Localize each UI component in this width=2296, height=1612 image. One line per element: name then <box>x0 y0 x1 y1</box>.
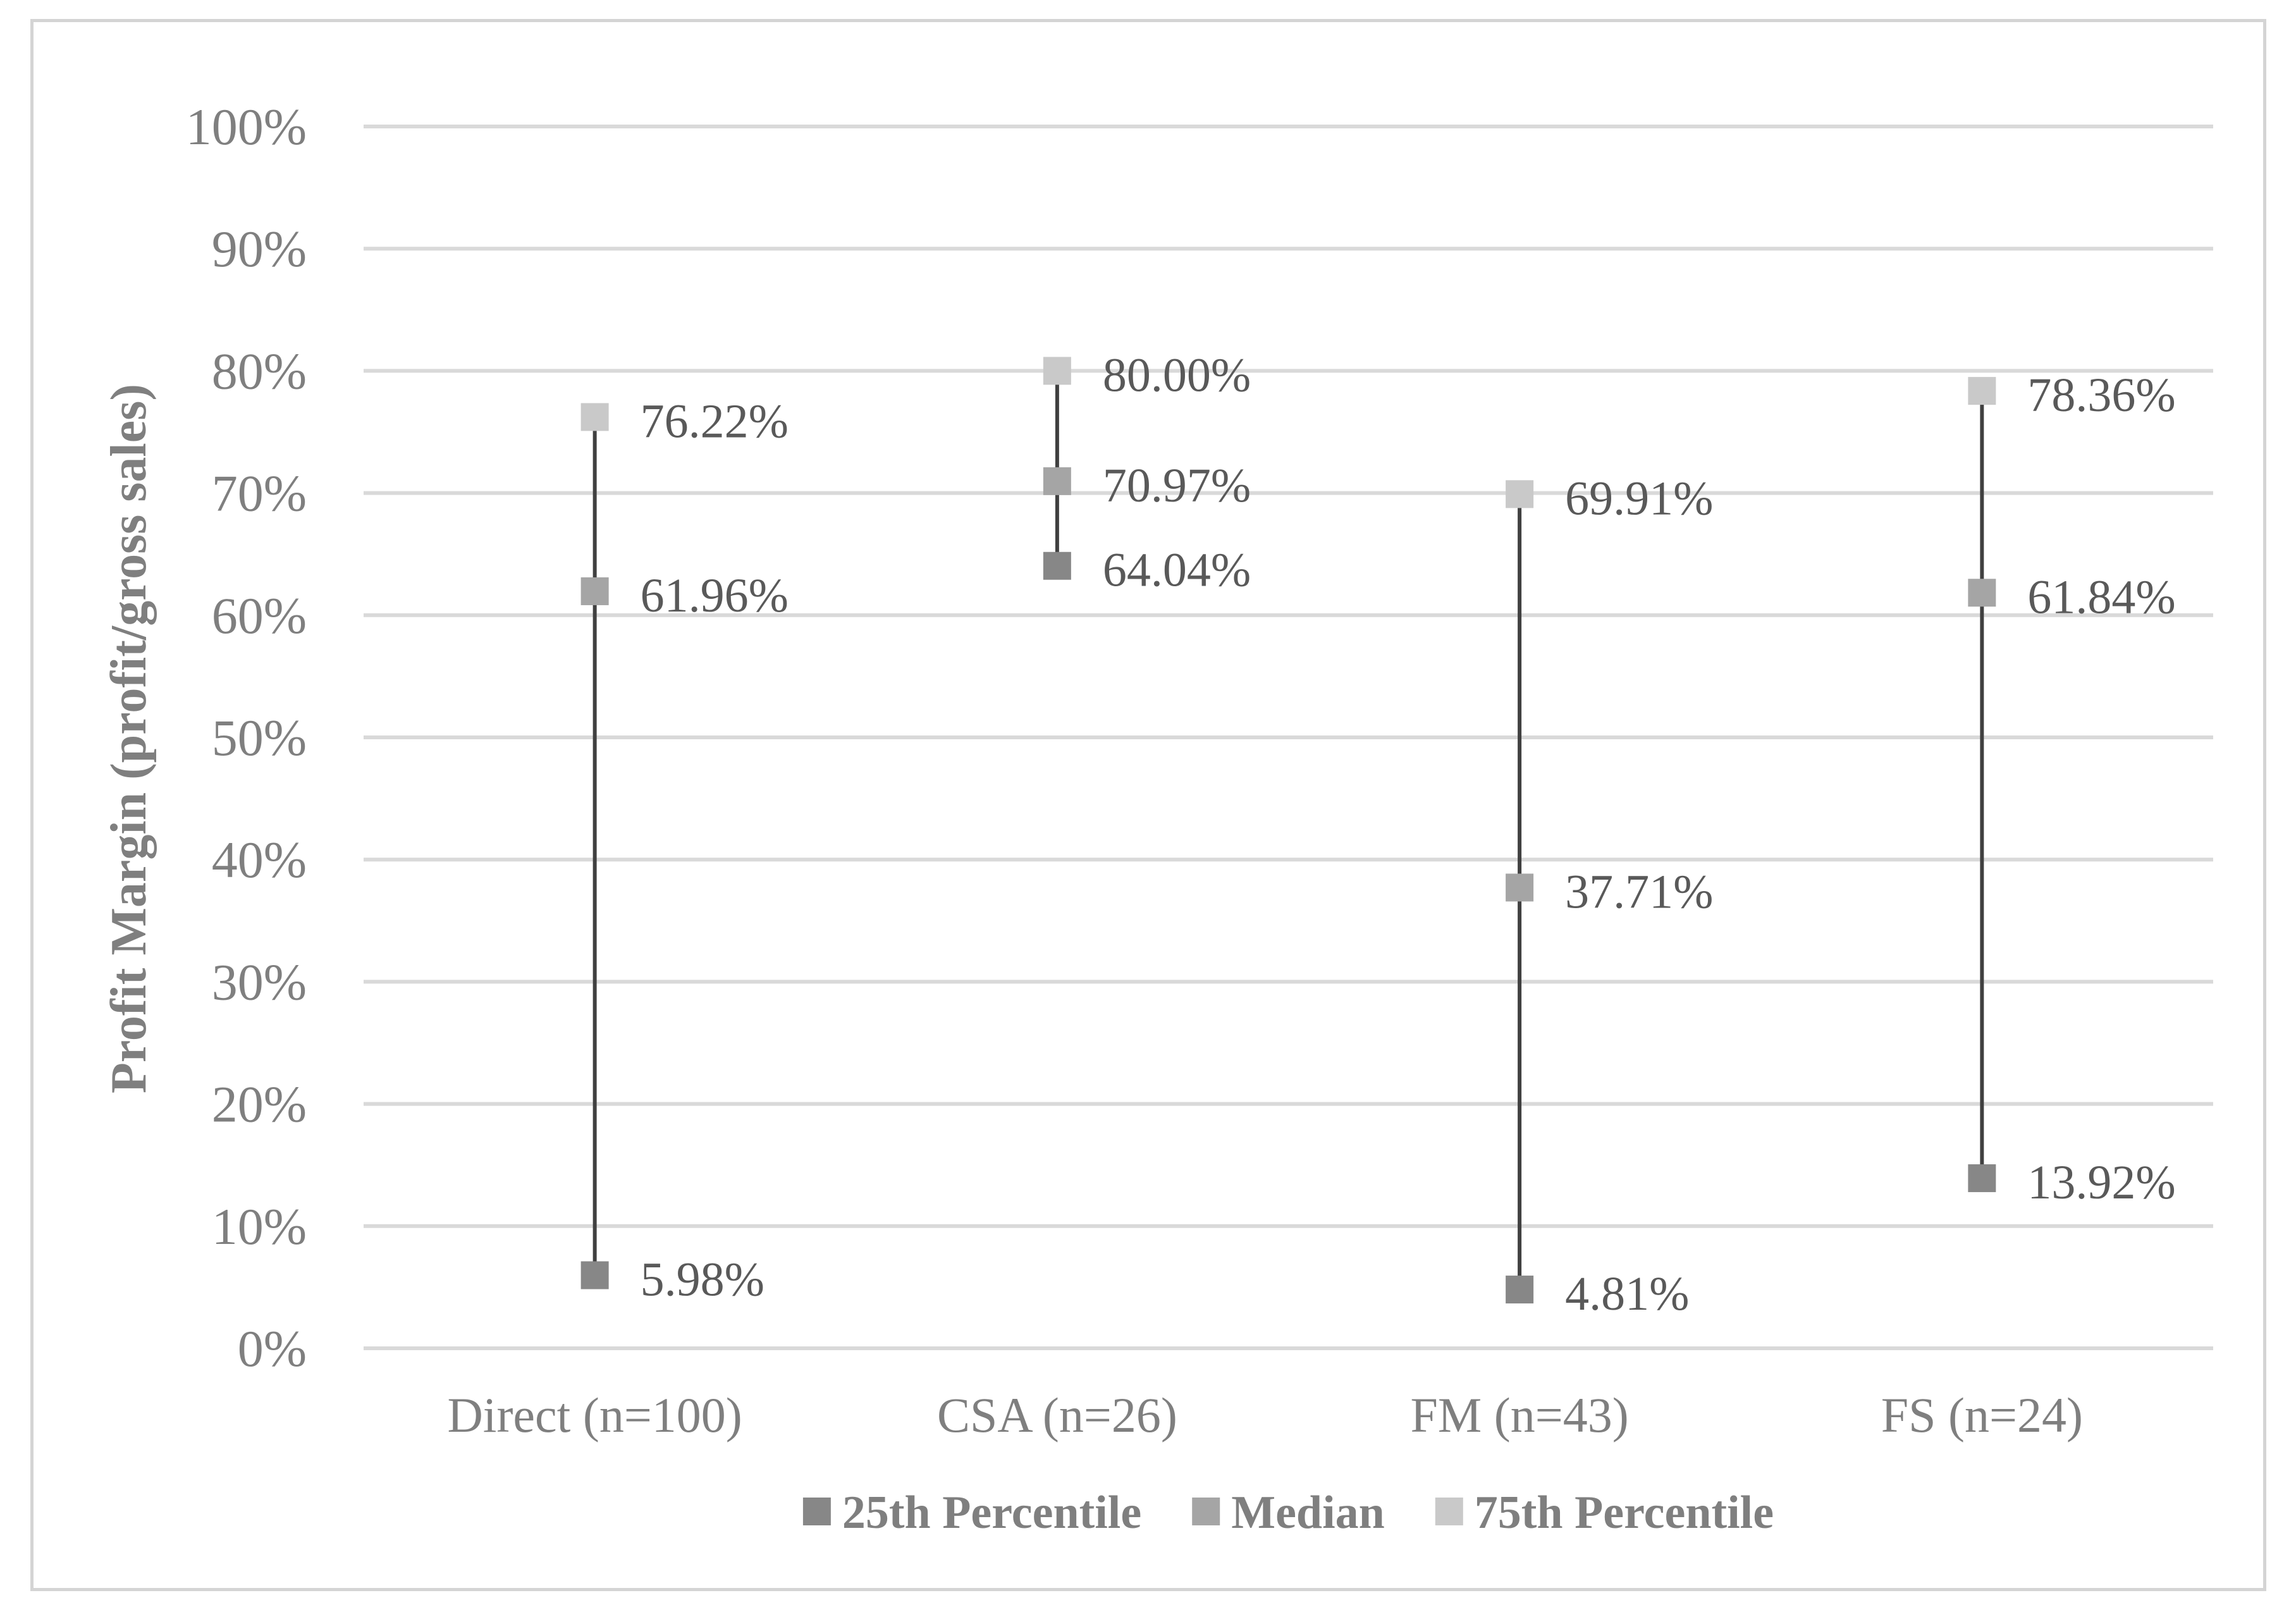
x-category-label: Direct (n=100) <box>447 1387 742 1443</box>
range-lines <box>592 371 1984 1290</box>
data-point-marker <box>580 577 609 605</box>
gridlines <box>364 125 2213 1350</box>
y-tick-label: 90% <box>212 220 307 278</box>
y-tick-label: 10% <box>212 1198 307 1255</box>
legend-item: Median <box>1192 1487 1385 1539</box>
y-tick-label: 60% <box>212 587 307 644</box>
data-label: 69.91% <box>1565 472 1713 525</box>
data-label: 13.92% <box>2027 1156 2175 1209</box>
x-category-label: FM (n=43) <box>1411 1387 1629 1443</box>
data-label: 64.04% <box>1103 544 1251 597</box>
data-labels: 5.98% 64.04% 4.81% 13.92% 61.96% 70.97% 37.71%… <box>641 348 2176 1320</box>
data-point-marker <box>1043 467 1071 495</box>
y-axis-tick-labels: 0% 10% 20% 30% 40% 50% 60% 70% 80% 90% 100% <box>186 98 307 1377</box>
data-point-marker <box>1968 579 1996 607</box>
x-axis-category-labels: Direct (n=100) CSA (n=26) FM (n=43) FS (n=2… <box>447 1387 2083 1443</box>
data-point-marker <box>1968 377 1996 405</box>
data-point-marker <box>1043 551 1071 580</box>
y-tick-label: 20% <box>212 1076 307 1133</box>
legend-label: Median <box>1231 1487 1385 1539</box>
data-point-marker <box>580 403 609 431</box>
data-point-marker <box>1506 480 1534 508</box>
legend-label: 75th Percentile <box>1475 1487 1774 1539</box>
y-axis-title: Profit Margin (profit/gross sales) <box>101 384 157 1093</box>
data-label: 80.00% <box>1103 348 1251 402</box>
data-point-marker <box>1968 1164 1996 1193</box>
y-tick-label: 100% <box>186 98 307 156</box>
y-tick-label: 80% <box>212 342 307 400</box>
data-markers <box>580 357 1996 1304</box>
y-tick-label: 40% <box>212 831 307 889</box>
legend-label: 25th Percentile <box>842 1487 1141 1539</box>
legend-swatch <box>1192 1498 1220 1525</box>
data-label: 78.36% <box>2027 369 2175 422</box>
legend-swatch <box>1435 1498 1463 1525</box>
data-label: 70.97% <box>1103 459 1251 512</box>
y-tick-label: 70% <box>212 465 307 522</box>
legend-item: 25th Percentile <box>802 1487 1141 1539</box>
data-point-marker <box>1506 1276 1534 1304</box>
data-label: 61.84% <box>2027 570 2175 624</box>
chart-frame <box>30 19 2266 1591</box>
data-label: 4.81% <box>1565 1267 1689 1320</box>
data-label: 37.71% <box>1565 865 1713 918</box>
y-tick-label: 0% <box>238 1320 307 1377</box>
legend: 25th Percentile Median 75th Percentile <box>802 1487 1774 1539</box>
x-category-label: CSA (n=26) <box>937 1387 1177 1443</box>
legend-item: 75th Percentile <box>1435 1487 1774 1539</box>
data-point-marker <box>1506 873 1534 902</box>
data-point-marker <box>580 1261 609 1289</box>
data-point-marker <box>1043 357 1071 385</box>
legend-swatch <box>802 1498 831 1525</box>
y-tick-label: 50% <box>212 709 307 766</box>
y-tick-label: 30% <box>212 953 307 1011</box>
data-label: 61.96% <box>641 569 789 622</box>
data-label: 5.98% <box>641 1253 764 1306</box>
x-category-label: FS (n=24) <box>1881 1387 2083 1443</box>
data-label: 76.22% <box>641 395 789 448</box>
